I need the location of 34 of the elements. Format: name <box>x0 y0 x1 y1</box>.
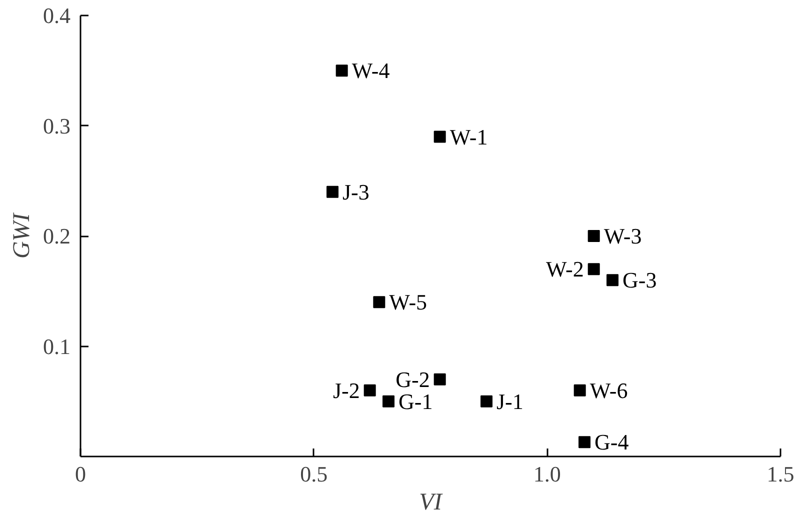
series-label: W-2 <box>546 256 584 282</box>
point <box>588 230 600 242</box>
x-tick-label: 1.0 <box>533 462 561 486</box>
point <box>606 274 618 286</box>
point <box>336 64 348 77</box>
series-label: W-6 <box>590 378 628 403</box>
y-tick-label: 0.2 <box>43 224 70 248</box>
series-label: G-3 <box>622 268 657 293</box>
point <box>588 263 600 276</box>
point <box>480 395 492 408</box>
point <box>434 130 446 143</box>
y-tick-label: 0.4 <box>43 3 70 28</box>
y-tick-label: 0.3 <box>43 113 70 138</box>
y-tick-label: 0.1 <box>43 334 70 359</box>
series-label: W-3 <box>604 224 642 248</box>
series-label: J-3 <box>342 179 370 204</box>
x-tick-label: 1.5 <box>766 462 794 486</box>
series-label: W-1 <box>450 124 488 150</box>
series-label: W-4 <box>352 58 390 84</box>
point <box>326 186 338 198</box>
point <box>373 296 386 308</box>
point <box>574 384 586 396</box>
series-label: J-2 <box>332 378 360 403</box>
y-axis-title: GWI <box>9 212 35 259</box>
point <box>434 373 446 386</box>
series-label: G-4 <box>594 430 629 455</box>
point <box>578 436 590 448</box>
point <box>364 384 376 396</box>
series-label: W-5 <box>389 290 428 315</box>
point <box>382 395 394 408</box>
x-tick-label: 0 <box>75 462 86 486</box>
x-tick-label: 0.5 <box>300 462 328 486</box>
x-axis-title: VI <box>419 490 443 516</box>
series-label: J-1 <box>496 388 524 414</box>
